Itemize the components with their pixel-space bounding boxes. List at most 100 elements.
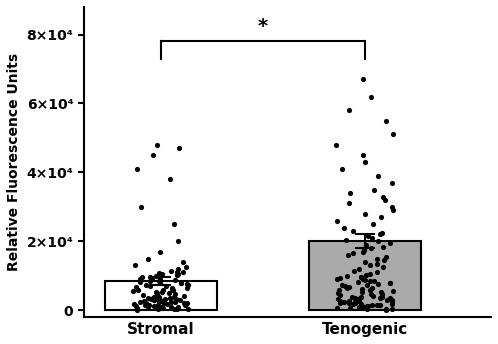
Point [354,296,362,301]
Point [182,302,190,307]
Point [145,303,153,308]
Point [378,294,386,299]
Point [357,275,365,280]
Point [173,272,181,278]
Point [163,301,171,307]
Point [351,299,359,304]
Point [180,300,188,305]
Point [172,297,180,302]
Point [159,305,167,311]
Point [363,283,371,288]
Point [386,281,394,286]
Point [368,285,376,290]
Point [389,132,397,137]
Point [355,304,363,310]
Point [158,271,166,277]
Point [158,299,166,305]
Point [346,305,354,311]
Point [148,276,156,281]
Point [388,297,396,302]
Point [149,297,157,303]
Point [379,265,387,270]
Point [140,298,148,304]
Y-axis label: Relative Fluorescence Units: Relative Fluorescence Units [7,53,21,271]
Point [359,277,367,282]
Point [368,235,375,241]
Point [177,281,185,286]
Point [381,197,389,203]
Point [153,291,161,297]
Point [354,279,362,285]
Point [360,304,368,309]
Point [350,268,358,273]
Point [362,259,370,265]
Point [382,307,390,312]
Point [183,286,191,291]
Point [378,230,386,236]
Point [374,270,381,275]
Point [176,297,184,302]
Point [333,218,341,223]
Point [345,300,353,306]
Point [367,94,375,99]
Point [357,294,365,300]
Point [336,299,344,304]
Point [332,142,340,148]
Point [156,297,164,303]
Point [338,282,346,288]
Point [333,276,341,281]
Point [355,298,363,303]
Point [174,266,182,272]
Point [352,301,360,306]
Point [131,284,139,290]
Point [154,302,162,308]
Point [386,240,394,246]
Point [361,159,369,165]
Point [133,307,141,312]
Point [333,305,341,311]
Point [152,273,160,279]
Point [374,173,382,179]
Point [386,280,394,286]
Point [359,77,367,82]
Point [132,166,140,172]
Point [349,301,357,307]
Point [156,277,164,282]
Point [363,242,371,248]
Point [340,225,348,230]
Point [387,307,395,312]
Point [366,288,374,293]
Point [167,268,175,273]
Point [161,296,169,301]
Point [177,280,185,286]
Point [152,289,160,294]
Point [155,294,163,300]
Point [357,274,365,279]
Point [171,277,179,283]
Point [368,302,375,308]
Point [374,256,381,261]
Point [142,301,150,306]
Point [141,302,149,308]
Point [175,146,183,151]
Point [179,270,187,275]
Point [157,305,165,311]
Point [136,279,144,285]
Point [153,142,161,148]
Point [142,283,150,288]
Point [158,287,166,292]
Point [338,166,346,172]
Point [345,298,353,304]
Point [373,302,381,308]
Point [170,294,178,299]
Point [377,289,385,294]
Point [157,304,165,310]
Point [162,283,170,289]
Point [348,294,356,300]
Point [174,239,182,244]
Point [336,292,344,298]
Point [359,152,367,158]
Point [378,194,386,199]
Point [349,228,357,234]
Point [369,222,376,227]
